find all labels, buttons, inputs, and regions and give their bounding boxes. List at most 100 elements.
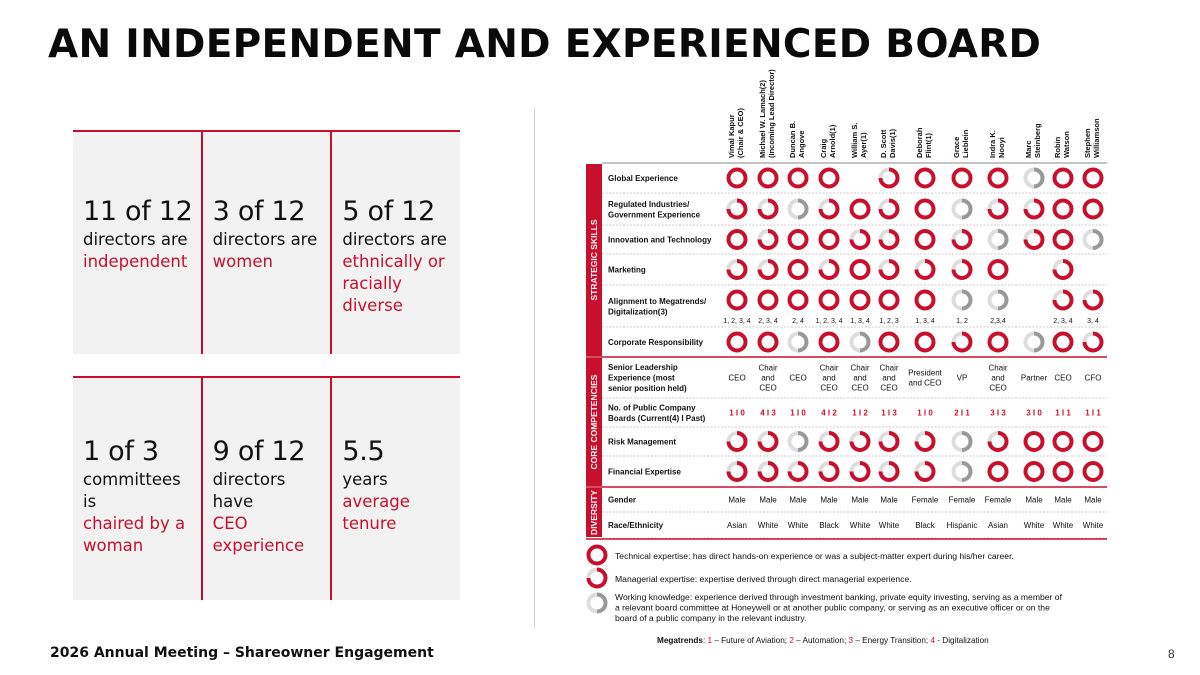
megatrend-note: 2, 3, 4 (758, 318, 778, 325)
section-bar (586, 164, 602, 356)
stat-highlight: experience (212, 536, 305, 555)
expertise-managerial-icon (878, 229, 900, 250)
expertise-working-icon (961, 198, 973, 220)
stat-value: 5.5 (342, 436, 385, 467)
legend-text: Technical expertise: has direct hands-on… (615, 551, 1014, 561)
expertise-managerial-icon (787, 461, 809, 482)
legend-text: Working knowledge: experience derived th… (615, 592, 1063, 623)
expertise-managerial-icon (757, 198, 779, 220)
expertise-managerial-icon (878, 167, 900, 189)
expertise-technical-icon (914, 198, 936, 220)
expertise-working-icon (859, 331, 871, 353)
director-name: Deborah (915, 127, 924, 158)
stat-text: years (342, 470, 388, 489)
director-name: Michael W. Lamach(2) (758, 80, 767, 158)
expertise-technical-icon (787, 289, 809, 311)
expertise-technical-icon (757, 167, 779, 189)
stat-highlight: ethnically or (342, 252, 445, 271)
expertise-technical-icon (1052, 431, 1074, 452)
expertise-technical-icon (849, 198, 871, 220)
stat-highlight: women (212, 252, 273, 271)
stat-value: 5 of 12 (342, 196, 435, 227)
expertise-working-icon (961, 461, 973, 482)
expertise-managerial-icon (878, 198, 900, 220)
expertise-managerial-icon (951, 229, 973, 250)
expertise-technical-icon (818, 289, 840, 311)
expertise-technical-icon (726, 229, 748, 250)
stat-value: 3 of 12 (212, 196, 306, 227)
expertise-technical-icon (1052, 198, 1074, 220)
expertise-managerial-icon (849, 229, 871, 250)
director-name-line2: Ayer(1) (859, 132, 868, 158)
matrix-cell: White (1053, 521, 1074, 530)
expertise-managerial-icon (818, 461, 840, 482)
legend-technical-icon (586, 544, 608, 566)
expertise-technical-icon (787, 167, 809, 189)
matrix-cell: VP (957, 374, 968, 383)
director-name-line2: Davis(1) (888, 128, 897, 158)
expertise-technical-icon (726, 289, 748, 311)
expertise-technical-icon (757, 331, 779, 353)
matrix-cell: 3 I 0 (1026, 409, 1042, 418)
matrix-cell: CEO (1054, 374, 1071, 383)
stat-text: directors are (342, 230, 447, 249)
stat-highlight: tenure (342, 514, 397, 533)
expertise-technical-icon (1052, 229, 1074, 250)
expertise-managerial-icon (1052, 259, 1074, 280)
matrix-cell: Asian (988, 521, 1008, 530)
stat-text: is (83, 492, 97, 511)
expertise-managerial-icon (878, 259, 900, 280)
expertise-managerial-icon (987, 198, 1009, 220)
expertise-managerial-icon (757, 431, 779, 452)
stat-cell: 11 of 12 directors are independent (73, 132, 203, 354)
stat-highlight: woman (83, 536, 144, 555)
director-name: D. Scott (879, 129, 888, 158)
stats-grid-top: 11 of 12 directors are independent 3 of … (73, 130, 460, 354)
section-bar (586, 358, 602, 486)
expertise-managerial-icon (757, 229, 779, 250)
megatrend-note: 1, 3, 4 (850, 318, 870, 325)
expertise-working-icon (997, 289, 1009, 311)
matrix-cell: Chair and CEO (850, 364, 869, 393)
expertise-technical-icon (1082, 167, 1104, 189)
matrix-cell: Female (985, 496, 1012, 505)
expertise-managerial-icon (914, 461, 936, 482)
expertise-working-icon (797, 331, 809, 353)
matrix-cell: 2 I 1 (954, 409, 970, 418)
matrix-cell: 1 I 0 (917, 409, 933, 418)
expertise-technical-icon (849, 259, 871, 280)
expertise-working-icon (961, 431, 973, 452)
matrix-cell: White (758, 521, 779, 530)
expertise-technical-icon (726, 331, 748, 353)
expertise-technical-icon (818, 331, 840, 353)
expertise-managerial-icon (987, 431, 1009, 452)
expertise-working-icon (997, 229, 1009, 250)
director-name: William S. (850, 123, 859, 158)
expertise-managerial-icon (818, 198, 840, 220)
expertise-managerial-icon (818, 259, 840, 280)
matrix-cell: Black (819, 521, 840, 530)
stat-highlight: average (342, 492, 410, 511)
row-label: Global Experience (608, 174, 678, 183)
expertise-working-icon (961, 289, 973, 311)
director-name: Robin (1053, 136, 1062, 158)
expertise-technical-icon (987, 461, 1009, 482)
expertise-technical-icon (849, 289, 871, 311)
stat-text: directors (212, 470, 286, 489)
expertise-managerial-icon (849, 431, 871, 452)
row-label: Race/Ethnicity (608, 521, 664, 530)
expertise-technical-icon (914, 331, 936, 353)
matrix-cell: 4 I 3 (760, 409, 776, 418)
expertise-technical-icon (1082, 461, 1104, 482)
stat-cell: 5 of 12 directors are ethnically or raci… (332, 132, 460, 354)
megatrend-note: 1, 2 (956, 318, 968, 325)
matrix-cell: Female (949, 496, 976, 505)
stat-text: have (212, 492, 254, 511)
expertise-technical-icon (1052, 461, 1074, 482)
stat-text: directors are (212, 230, 318, 249)
row-label: Gender (608, 496, 636, 505)
stat-highlight: chaired by a (83, 514, 186, 533)
megatrend-note: 1, 2, 3, 4 (815, 318, 842, 325)
row-label: Risk Management (608, 438, 676, 447)
expertise-technical-icon (987, 167, 1009, 189)
